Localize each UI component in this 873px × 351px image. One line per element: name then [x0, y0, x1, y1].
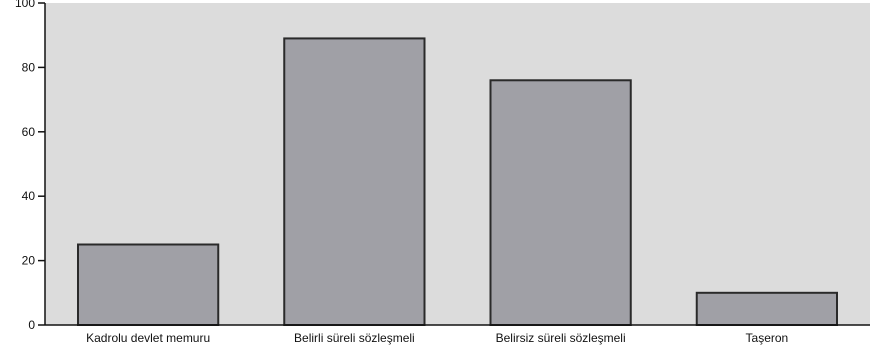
y-tick-label-1: 20 — [22, 254, 36, 268]
x-labels-group: Kadrolu devlet memuru Belirli süreli sözl… — [86, 331, 788, 345]
x-tick-label-3: Taşeron — [746, 331, 789, 345]
x-tick-label-2: Belirsiz süreli sözleşmeli — [496, 331, 626, 345]
bar-2 — [489, 79, 632, 326]
y-tick-label-0: 0 — [28, 318, 35, 332]
y-tick-label-4: 80 — [22, 60, 36, 74]
y-tick-label-2: 40 — [22, 189, 36, 203]
bar-0 — [77, 243, 220, 326]
bar-1 — [283, 37, 426, 326]
bar-3 — [695, 291, 838, 326]
y-tick-label-3: 60 — [22, 125, 36, 139]
bars-group — [77, 37, 838, 326]
y-ticks-group: 0 20 40 60 80 100 — [15, 0, 45, 332]
x-tick-label-0: Kadrolu devlet memuru — [86, 331, 210, 345]
y-tick-label-5: 100 — [15, 0, 35, 10]
x-tick-label-1: Belirli süreli sözleşmeli — [294, 331, 415, 345]
